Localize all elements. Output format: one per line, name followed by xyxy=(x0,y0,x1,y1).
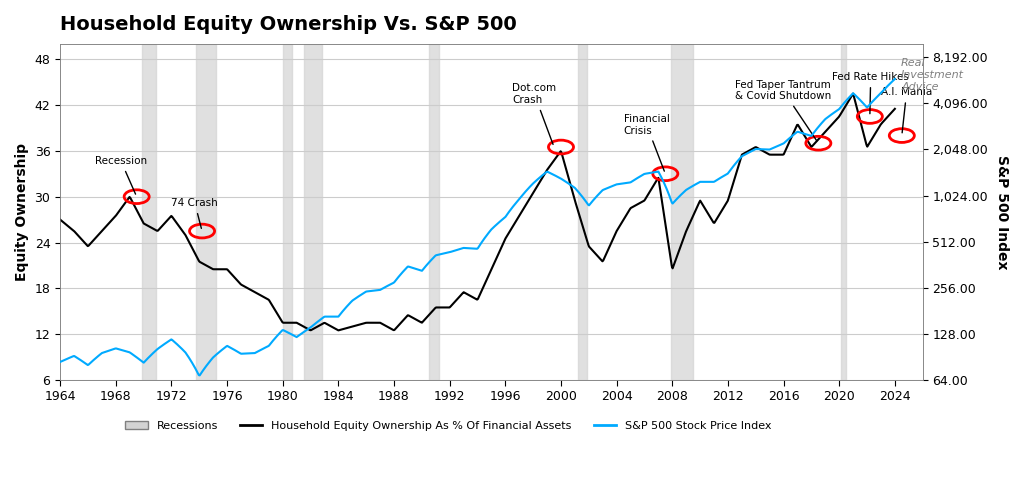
Text: Household Equity Ownership Vs. S&P 500: Household Equity Ownership Vs. S&P 500 xyxy=(60,15,517,34)
Y-axis label: S&P 500 Index: S&P 500 Index xyxy=(995,155,1009,269)
Y-axis label: Equity Ownership: Equity Ownership xyxy=(15,143,29,281)
Bar xyxy=(429,44,438,380)
Bar xyxy=(841,44,846,380)
Bar xyxy=(578,44,588,380)
Text: 74 Crash: 74 Crash xyxy=(171,198,218,228)
Text: Financial
Crisis: Financial Crisis xyxy=(624,114,670,171)
Text: A.I. Mania: A.I. Mania xyxy=(881,87,932,133)
Text: Real
Investment
Advice: Real Investment Advice xyxy=(901,58,965,91)
Bar xyxy=(303,44,322,380)
Text: Dot.com
Crash: Dot.com Crash xyxy=(512,84,556,144)
Text: Recession: Recession xyxy=(95,156,147,194)
Legend: Recessions, Household Equity Ownership As % Of Financial Assets, S&P 500 Stock P: Recessions, Household Equity Ownership A… xyxy=(121,416,776,435)
Text: Fed Taper Tantrum
& Covid Shutdown: Fed Taper Tantrum & Covid Shutdown xyxy=(735,80,831,141)
Bar xyxy=(283,44,293,380)
Text: Fed Rate Hikes: Fed Rate Hikes xyxy=(833,72,909,114)
Bar xyxy=(671,44,693,380)
Bar xyxy=(197,44,216,380)
Bar xyxy=(142,44,156,380)
